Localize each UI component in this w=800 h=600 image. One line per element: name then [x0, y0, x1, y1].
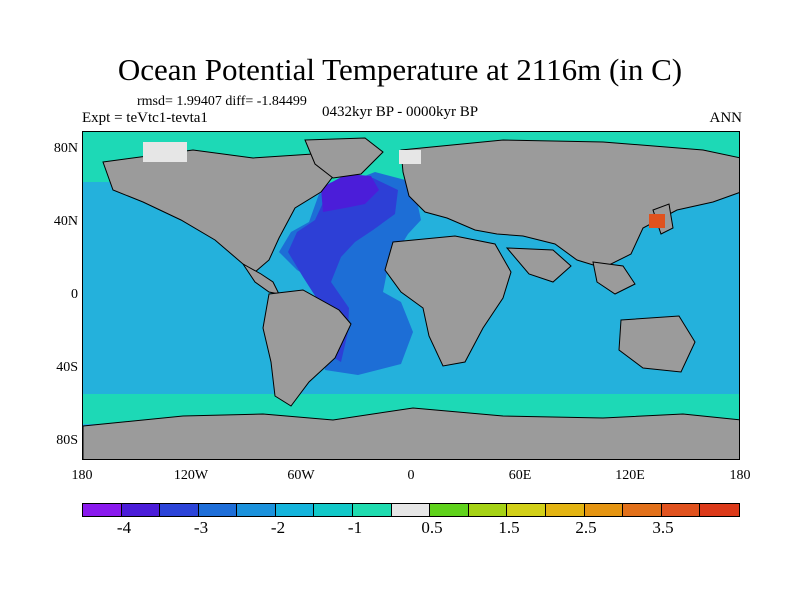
north-atlantic-cold-anomaly [321, 174, 379, 212]
colorbar-cell-9 [430, 504, 469, 516]
season-label: ANN [709, 110, 743, 126]
land-masses [83, 137, 739, 459]
colorbar-cell-8 [391, 504, 431, 516]
map-panel [82, 131, 740, 460]
colorbar-label-minus3: -3 [193, 518, 209, 537]
colorbar-label-3-5: 3.5 [652, 518, 674, 537]
ocean-temperature-map [83, 132, 739, 459]
colorbar-label-minus1: -1 [347, 518, 363, 537]
colorbar-cell-14 [623, 504, 662, 516]
rmsd-diff-stats: rmsd= 1.99407 diff= -1.84499 [137, 94, 307, 109]
colorbar-label-0-5: 0.5 [421, 518, 443, 537]
lon-tick-180e: 180 [729, 468, 751, 483]
colorbar-cell-11 [507, 504, 546, 516]
colorbar-cell-10 [468, 504, 508, 516]
africa [384, 235, 512, 367]
lon-tick-120w: 120W [173, 468, 209, 483]
colorbar-cell-6 [314, 504, 354, 516]
australia [618, 315, 696, 373]
colorbar [82, 503, 740, 517]
time-period-label: 0432kyr BP - 0000kyr BP [322, 104, 479, 120]
lon-tick-180w: 180 [71, 468, 93, 483]
southeast-asia [592, 261, 636, 295]
lat-tick-80n: 80N [53, 141, 78, 156]
arabia-india [505, 247, 572, 283]
colorbar-cell-7 [353, 504, 392, 516]
south-america [262, 289, 352, 407]
north-america [102, 149, 339, 273]
lon-tick-60e: 60E [508, 468, 532, 483]
lat-tick-40s: 40S [56, 360, 78, 375]
antarctica [83, 407, 739, 459]
arctic-ice-patch-east [399, 150, 421, 164]
colorbar-cell-12 [545, 504, 585, 516]
colorbar-cell-13 [584, 504, 624, 516]
colorbar-cell-3 [198, 504, 238, 516]
colorbar-label-minus4: -4 [116, 518, 132, 537]
greenland [304, 137, 384, 179]
lon-tick-120e: 120E [615, 468, 645, 483]
colorbar-cell-0 [83, 504, 122, 516]
experiment-label: Expt = teVtc1-tevta1 [82, 110, 208, 126]
lat-tick-0: 0 [71, 287, 78, 302]
lon-tick-60w: 60W [287, 468, 315, 483]
colorbar-cell-5 [275, 504, 315, 516]
lat-tick-40n: 40N [53, 214, 78, 229]
colorbar-label-minus2: -2 [270, 518, 286, 537]
colorbar-cell-4 [237, 504, 276, 516]
lon-tick-0: 0 [407, 468, 415, 483]
colorbar-label-2-5: 2.5 [575, 518, 597, 537]
plot-title: Ocean Potential Temperature at 2116m (in… [117, 52, 683, 87]
colorbar-label-1-5: 1.5 [498, 518, 520, 537]
arctic-ice-patch-west [143, 142, 187, 162]
colorbar-cell-1 [121, 504, 161, 516]
colorbar-cell-2 [160, 504, 199, 516]
atlantic-anomaly-inner [288, 178, 398, 362]
japan-warm-anomaly [649, 214, 665, 228]
colorbar-cell-15 [661, 504, 701, 516]
colorbar-cell-16 [700, 504, 739, 516]
lat-tick-80s: 80S [56, 433, 78, 448]
